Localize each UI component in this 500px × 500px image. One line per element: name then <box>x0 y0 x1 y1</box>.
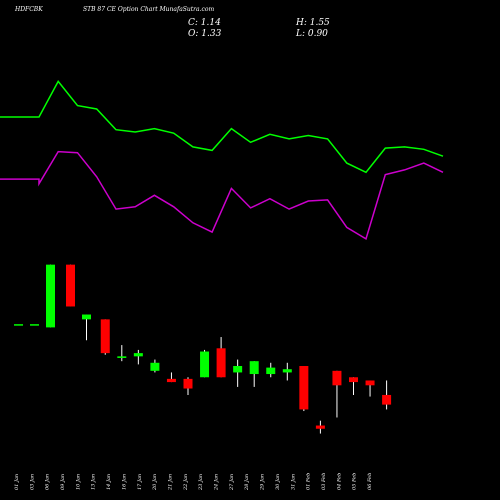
x-tick-label: 05 Feb <box>352 473 358 490</box>
candle <box>332 370 342 418</box>
x-tick-label: 23 Jan <box>198 474 204 491</box>
candle-body <box>216 348 226 378</box>
candle <box>315 420 325 434</box>
x-tick-label: 28 Jan <box>244 474 250 491</box>
candle <box>365 380 375 397</box>
candle <box>100 319 110 355</box>
candle-body <box>365 380 375 386</box>
x-tick-label: 31 Jan <box>290 474 296 490</box>
x-tick-label: 06 Jan <box>45 474 51 490</box>
x-tick-label: 24 Jan <box>214 474 220 491</box>
x-tick-label: 14 Jan <box>106 474 112 490</box>
candle <box>249 361 259 387</box>
candle-body <box>249 361 259 375</box>
candle-body <box>266 367 276 375</box>
candle <box>216 337 226 378</box>
candle-body <box>349 377 358 383</box>
x-tick-label: 09 Jan <box>60 474 66 490</box>
candle-body <box>233 366 243 373</box>
candle-body <box>66 264 75 307</box>
candle <box>14 324 23 326</box>
candle <box>282 362 292 381</box>
x-tick-label: 27 Jan <box>229 474 235 491</box>
x-tick-label: 16 Jan <box>121 474 127 490</box>
candle-body <box>14 324 23 326</box>
candle <box>30 324 39 326</box>
candle <box>183 377 193 395</box>
candle <box>133 349 143 365</box>
open-value: O: 1.33 <box>188 29 222 39</box>
x-axis: 01 Jan 03 Jan 06 Jan 09 Jan 10 Jan 13 Jan 14 J… <box>14 473 373 491</box>
candle-body <box>150 362 160 371</box>
candle-body <box>200 351 210 378</box>
candle <box>46 264 55 328</box>
x-tick-label: 03 Jan <box>29 474 35 490</box>
close-value: C: 1.14 <box>188 18 221 28</box>
x-tick-label: 01 Jan <box>14 474 20 490</box>
x-tick-label: 17 Jan <box>137 474 143 490</box>
x-tick-label: 30 Jan <box>275 474 281 490</box>
x-tick-label: 06 Feb <box>367 473 373 490</box>
candle <box>82 314 91 341</box>
x-tick-label: 22 Jan <box>183 474 189 491</box>
candle-body <box>183 378 193 389</box>
candle-body <box>82 314 91 320</box>
x-tick-label: 03 Feb <box>321 473 327 490</box>
x-tick-label: 10 Jan <box>75 474 81 490</box>
candle-body <box>315 425 325 429</box>
indicator-line-1 <box>0 80 444 174</box>
indicator-lines <box>0 80 444 241</box>
candle <box>382 380 392 410</box>
candle <box>349 377 358 395</box>
low-value: L: 0.90 <box>295 29 328 39</box>
candle-body <box>282 369 292 373</box>
x-tick-label: 21 Jan <box>167 474 173 491</box>
x-tick-label: 13 Jan <box>91 474 97 490</box>
indicator-line-2 <box>0 150 444 241</box>
chart-symbol: HDFCBK <box>14 6 43 13</box>
candle-body <box>100 319 110 354</box>
candle-body <box>30 324 39 326</box>
candle <box>299 366 309 412</box>
x-tick-label: 20 Jan <box>152 474 158 491</box>
candle <box>166 372 176 383</box>
candle <box>233 359 243 387</box>
candle-body <box>166 378 176 383</box>
candle-body <box>382 394 392 405</box>
chart-subtitle: STB 87 CE Option Chart MunafaSutra.com <box>83 6 214 13</box>
candles-layer <box>14 264 392 434</box>
candle-body <box>46 264 55 328</box>
candle <box>117 345 127 362</box>
candle <box>150 359 160 373</box>
candle <box>200 349 210 378</box>
high-value: H: 1.55 <box>295 18 330 28</box>
x-tick-label: 29 Jan <box>260 474 266 491</box>
candle-body <box>133 353 143 357</box>
candle <box>66 264 75 307</box>
candle <box>266 362 276 378</box>
x-tick-label: 01 Feb <box>306 473 312 490</box>
x-tick-label: 04 Feb <box>336 473 342 490</box>
candle-body <box>332 370 342 386</box>
candle-body <box>299 366 309 410</box>
candle-body <box>117 356 127 358</box>
